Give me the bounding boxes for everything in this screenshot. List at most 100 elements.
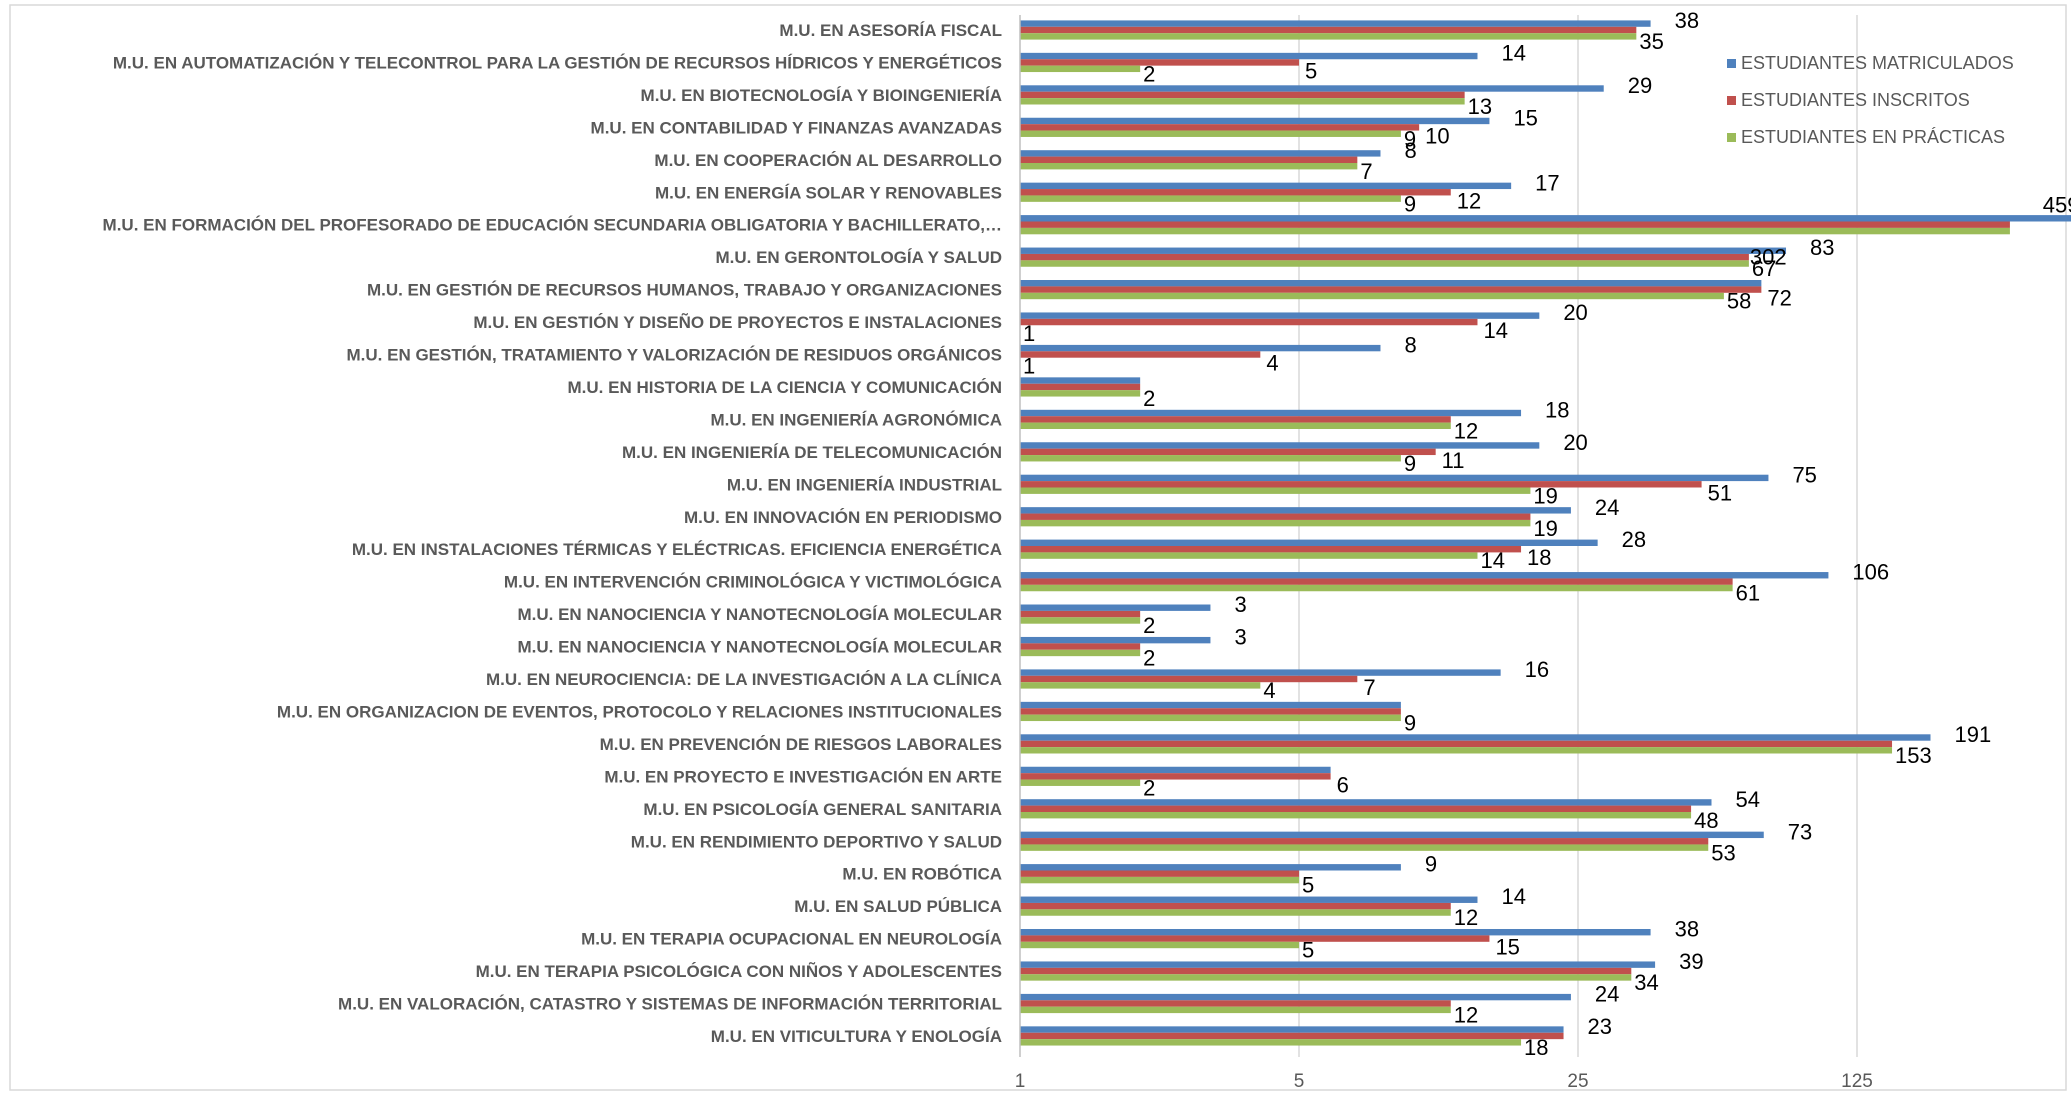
bar-practicas	[1020, 227, 2010, 235]
bar-practicas	[1020, 422, 1451, 429]
bar-inscritos	[1020, 124, 1420, 131]
bar-practicas	[1020, 292, 1724, 300]
category-label: M.U. EN NANOCIENCIA Y NANOTECNOLOGÍA MOL…	[517, 638, 1002, 657]
bar-inscritos	[1020, 481, 1702, 488]
bar-practicas	[1020, 714, 1401, 722]
bar-practicas	[1020, 163, 1358, 170]
bar-practicas	[1020, 974, 1632, 981]
bars	[1020, 20, 2071, 1046]
data-label: 24	[1595, 495, 1619, 520]
category-label: M.U. EN GESTIÓN, TRATAMIENTO Y VALORIZAC…	[347, 346, 1003, 365]
data-label: 9	[1425, 852, 1437, 877]
bar-practicas	[1020, 455, 1401, 462]
data-label: 12	[1454, 905, 1478, 930]
bar-matriculados	[1020, 52, 1478, 60]
x-tick-label: 1	[1015, 1071, 1026, 1092]
category-label: M.U. EN ENERGÍA SOLAR Y RENOVABLES	[655, 183, 1002, 202]
bar-matriculados	[1020, 864, 1401, 871]
bar-matriculados	[1020, 961, 1656, 968]
data-label: 12	[1454, 418, 1478, 443]
bar-inscritos	[1020, 870, 1299, 877]
bar-practicas	[1020, 876, 1299, 884]
bar-practicas	[1020, 747, 1893, 754]
category-label: M.U. EN PREVENCIÓN DE RIESGOS LABORALES	[600, 735, 1002, 754]
data-label: 106	[1852, 560, 1889, 585]
data-label: 67	[1752, 256, 1776, 281]
data-label: 2	[1143, 61, 1155, 86]
data-label: 23	[1588, 1014, 1612, 1039]
bar-inscritos	[1020, 740, 1893, 748]
data-label: 19	[1533, 516, 1557, 541]
bar-matriculados	[1020, 896, 1478, 903]
data-label: 2	[1143, 775, 1155, 800]
bar-inscritos	[1020, 91, 1465, 99]
bar-inscritos	[1020, 935, 1490, 942]
bar-inscritos	[1020, 286, 1762, 293]
data-label: 20	[1563, 430, 1587, 455]
data-label: 14	[1483, 318, 1507, 343]
bar-practicas	[1020, 812, 1692, 819]
data-label: 11	[1442, 448, 1465, 473]
bar-inscritos	[1020, 643, 1141, 650]
bar-matriculados	[1020, 150, 1381, 157]
data-label: 48	[1694, 808, 1718, 833]
bar-matriculados	[1020, 701, 1401, 709]
bar-inscritos	[1020, 189, 1451, 196]
bar-matriculados	[1020, 215, 2071, 222]
bar-matriculados	[1020, 344, 1381, 352]
category-label: M.U. EN PROYECTO E INVESTIGACIÓN EN ARTE	[604, 767, 1002, 786]
bar-inscritos	[1020, 838, 1709, 845]
data-label: 38	[1675, 917, 1699, 942]
bar-inscritos	[1020, 902, 1451, 910]
data-label: 20	[1563, 300, 1587, 325]
bar-matriculados	[1020, 734, 1931, 741]
bar-inscritos	[1020, 383, 1141, 391]
bar-practicas	[1020, 390, 1141, 397]
data-label: 2	[1143, 646, 1155, 671]
bar-practicas	[1020, 682, 1261, 689]
category-label: M.U. EN COOPERACIÓN AL DESARROLLO	[654, 151, 1002, 170]
data-label: 3	[1234, 625, 1246, 650]
category-label: M.U. EN NEUROCIENCIA: DE LA INVESTIGACIÓ…	[486, 670, 1002, 689]
data-label: 4	[1263, 678, 1275, 703]
x-tick-label: 125	[1841, 1071, 1873, 1092]
bar-matriculados	[1020, 85, 1604, 92]
data-label: 14	[1501, 40, 1525, 65]
data-label: 9	[1404, 191, 1416, 216]
legend-swatch	[1727, 59, 1736, 68]
legend-swatch	[1727, 96, 1736, 105]
legend-label: ESTUDIANTES MATRICULADOS	[1741, 53, 2014, 73]
bar-inscritos	[1020, 253, 1749, 261]
bar-practicas	[1020, 487, 1531, 494]
bar-inscritos	[1020, 221, 2010, 228]
data-label: 6	[1337, 772, 1349, 797]
category-label: M.U. EN AUTOMATIZACIÓN Y TELECONTROL PAR…	[113, 53, 1002, 72]
data-label: 7	[1360, 159, 1372, 184]
bar-practicas	[1020, 649, 1141, 657]
data-label: 12	[1454, 1003, 1478, 1028]
x-tick-label: 25	[1567, 1071, 1588, 1092]
bar-matriculados	[1020, 117, 1490, 125]
x-axis-tick-labels: 1 5 25 125	[1015, 1071, 1873, 1092]
bar-practicas	[1020, 941, 1299, 949]
bar-inscritos	[1020, 610, 1141, 618]
bar-matriculados	[1020, 377, 1141, 384]
bar-matriculados	[1020, 247, 1787, 254]
bar-practicas	[1020, 33, 1637, 40]
data-label: 9	[1404, 451, 1416, 476]
category-label: M.U. EN VALORACIÓN, CATASTRO Y SISTEMAS …	[338, 995, 1002, 1014]
bar-practicas	[1020, 584, 1733, 592]
legend-label: ESTUDIANTES EN PRÁCTICAS	[1741, 127, 2005, 147]
data-label: 5	[1302, 873, 1314, 898]
bar-practicas	[1020, 844, 1709, 851]
bar-matriculados	[1020, 507, 1571, 514]
bar-inscritos	[1020, 351, 1261, 358]
bar-practicas	[1020, 519, 1531, 527]
bar-practicas	[1020, 195, 1401, 202]
category-label: M.U. EN BIOTECNOLOGÍA Y BIOINGENIERÍA	[641, 86, 1002, 105]
data-label: 15	[1513, 105, 1537, 130]
category-label: M.U. EN INGENIERÍA AGRONÓMICA	[710, 410, 1002, 429]
data-label: 17	[1535, 170, 1559, 195]
bar-matriculados	[1020, 1026, 1564, 1033]
